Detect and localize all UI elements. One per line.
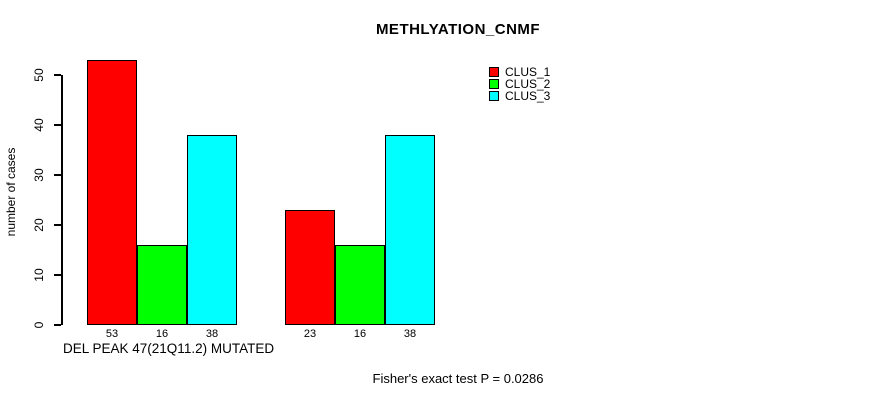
y-tick-mark [54, 224, 61, 226]
bar-clus_3-group2 [385, 135, 435, 325]
y-tick-label: 50 [32, 68, 46, 82]
bar-clus_1-group2 [285, 210, 335, 325]
legend-swatch-icon [489, 67, 499, 77]
bar-clus_1-group1 [87, 60, 137, 325]
y-tick-mark [54, 324, 61, 326]
bar-label: 38 [403, 328, 417, 340]
legend-item-clus_1: CLUS_1 [489, 66, 550, 78]
legend-label: CLUS_3 [505, 89, 551, 103]
legend-label: CLUS_2 [505, 77, 551, 91]
legend-item-clus_3: CLUS_3 [489, 90, 550, 102]
bar-label: 53 [105, 328, 119, 340]
legend-item-clus_2: CLUS_2 [489, 78, 550, 90]
chart-title: METHLYATION_CNMF [375, 21, 541, 38]
bar-label: 38 [205, 328, 219, 340]
legend-swatch-icon [489, 79, 499, 89]
y-tick-mark [54, 74, 61, 76]
y-tick-label: 10 [32, 268, 46, 282]
bar-label: 16 [155, 328, 169, 340]
y-tick-label: 30 [32, 168, 46, 182]
bar-label: 16 [353, 328, 367, 340]
bar-label: 23 [303, 328, 317, 340]
bar-clus_2-group2 [335, 245, 385, 325]
y-tick-mark [54, 274, 61, 276]
y-axis-label: number of cases [4, 147, 18, 237]
annotation-fisher-test: Fisher's exact test P = 0.0286 [372, 371, 544, 386]
legend: CLUS_1 CLUS_2 CLUS_3 [489, 66, 550, 102]
y-tick-label: 0 [32, 321, 46, 329]
y-tick-mark [54, 174, 61, 176]
bar-clus_2-group1 [137, 245, 187, 325]
legend-swatch-icon [489, 91, 499, 101]
y-axis-line [61, 75, 63, 325]
x-axis-label: DEL PEAK 47(21Q11.2) MUTATED [63, 341, 275, 356]
legend-label: CLUS_1 [505, 65, 551, 79]
y-tick-mark [54, 124, 61, 126]
bar-clus_3-group1 [187, 135, 237, 325]
y-tick-label: 40 [32, 118, 46, 132]
y-tick-label: 20 [32, 218, 46, 232]
